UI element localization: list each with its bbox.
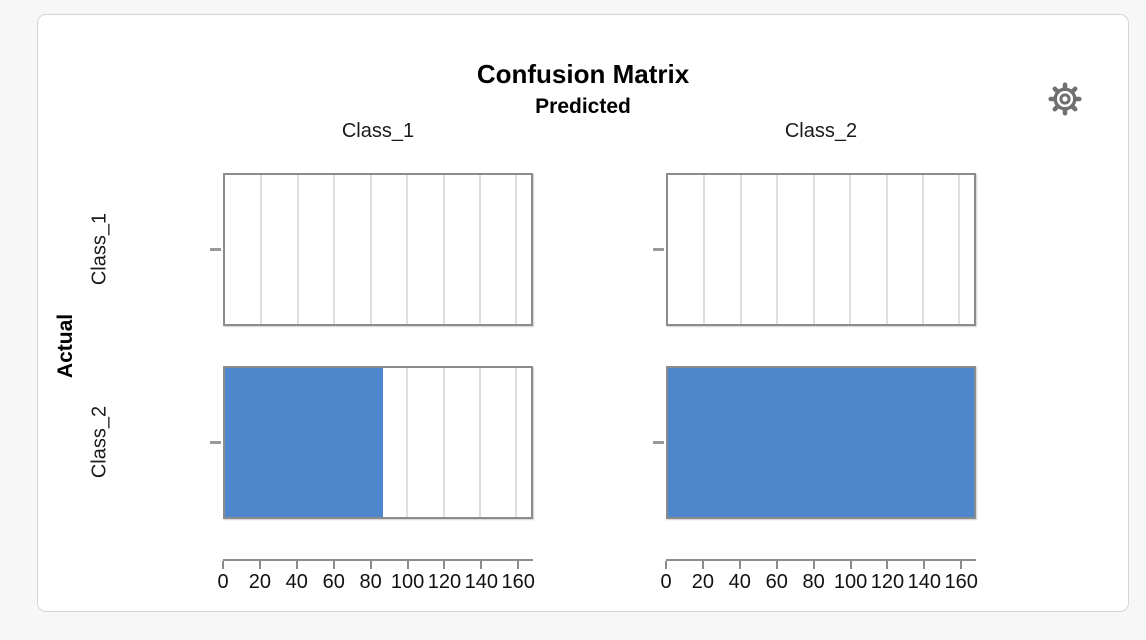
panel-gridline xyxy=(333,175,336,324)
x-axis-tick xyxy=(517,561,520,569)
x-axis-tick-label: 100 xyxy=(833,571,868,593)
row-label-class-2: Class_2 xyxy=(88,405,111,479)
column-header-class-1: Class_1 xyxy=(341,120,415,142)
column-axis-title: Predicted xyxy=(535,95,631,118)
x-axis-tick-label: 120 xyxy=(427,571,462,593)
panel-actual-class1-pred-class2 xyxy=(666,173,976,326)
x-axis-tick xyxy=(480,561,483,569)
x-axis-tick xyxy=(406,561,409,569)
panel-gridline xyxy=(739,175,742,324)
x-axis-tick xyxy=(295,561,298,569)
x-axis-line xyxy=(223,559,533,561)
x-axis-tick-label: 100 xyxy=(390,571,425,593)
x-axis-tick-label: 0 xyxy=(217,571,229,593)
x-axis-tick-label: 20 xyxy=(248,571,272,593)
gear-icon xyxy=(1048,81,1082,116)
column-header-class-2: Class_2 xyxy=(784,120,858,142)
y-axis-tick xyxy=(210,248,221,251)
count-bar-actual-Class_2-pred-Class_1 xyxy=(225,368,384,517)
x-axis-tick xyxy=(775,561,778,569)
panel-gridline xyxy=(515,368,518,517)
chart-title: Confusion Matrix xyxy=(476,59,690,89)
x-axis-tick xyxy=(960,561,963,569)
panel-gridline xyxy=(849,175,852,324)
x-axis-tick-label: 140 xyxy=(907,571,942,593)
x-axis-tick xyxy=(443,561,446,569)
x-axis-tick-label: 60 xyxy=(765,571,788,593)
panel-gridline xyxy=(406,175,409,324)
x-axis-tick-label: 60 xyxy=(322,571,345,593)
y-axis-tick xyxy=(653,441,664,444)
x-axis-tick-label: 20 xyxy=(691,571,715,593)
settings-button[interactable] xyxy=(1044,79,1086,121)
x-axis-tick-label: 40 xyxy=(285,571,308,593)
x-axis-tick-label: 0 xyxy=(660,571,672,593)
row-label-class-1: Class_1 xyxy=(88,212,111,286)
panel-gridline xyxy=(922,175,924,324)
x-axis-tick xyxy=(849,561,852,569)
x-axis-tick-label: 140 xyxy=(464,571,499,593)
x-axis-tick xyxy=(258,561,261,569)
panel-gridline xyxy=(958,175,961,324)
x-axis-tick-label: 80 xyxy=(802,571,825,593)
panel-gridline xyxy=(479,175,481,324)
y-axis-tick xyxy=(653,248,664,251)
panel-actual-class2-pred-class2 xyxy=(666,366,976,519)
x-axis-tick xyxy=(812,561,815,569)
x-axis-tick-label: 80 xyxy=(359,571,382,593)
panel-gridline xyxy=(703,175,706,324)
panel-gridline xyxy=(515,175,518,324)
x-axis-tick xyxy=(369,561,372,569)
x-axis-tick xyxy=(332,561,335,569)
x-axis-right: 0 20 40 60 80 100 120 140 160 xyxy=(660,559,978,607)
x-axis-left: 0 20 40 60 80 100 120 140 160 xyxy=(217,559,535,607)
panel-gridline xyxy=(442,175,445,324)
x-axis-tick-label: 40 xyxy=(728,571,751,593)
panel-gridline xyxy=(776,175,779,324)
row-axis-title: Actual xyxy=(54,313,77,379)
panel-gridline xyxy=(479,368,481,517)
x-axis-tick xyxy=(738,561,741,569)
x-axis-tick xyxy=(665,561,667,569)
panel-gridline xyxy=(812,175,815,324)
panel-gridline xyxy=(442,368,445,517)
panel-gridline xyxy=(296,175,299,324)
y-axis-tick xyxy=(210,441,221,444)
panel-gridline xyxy=(885,175,888,324)
panel-actual-class2-pred-class1 xyxy=(223,366,533,519)
x-axis-line xyxy=(666,559,976,561)
count-bar-actual-Class_2-pred-Class_2 xyxy=(668,368,974,517)
x-axis-tick-label: 120 xyxy=(870,571,905,593)
panel-gridline xyxy=(260,175,263,324)
x-axis-tick xyxy=(923,561,926,569)
panel-gridline xyxy=(406,368,409,517)
panel-actual-class1-pred-class1 xyxy=(223,173,533,326)
x-axis-tick-label: 160 xyxy=(944,571,978,593)
x-axis-tick xyxy=(222,561,224,569)
chart-card: Confusion Matrix Predicted Class_1 Class… xyxy=(37,14,1129,612)
x-axis-tick xyxy=(701,561,704,569)
x-axis-tick xyxy=(886,561,889,569)
x-axis-tick-label: 160 xyxy=(501,571,535,593)
panel-gridline xyxy=(369,175,372,324)
